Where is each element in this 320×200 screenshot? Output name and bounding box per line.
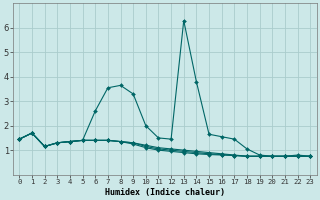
X-axis label: Humidex (Indice chaleur): Humidex (Indice chaleur) [105,188,225,197]
